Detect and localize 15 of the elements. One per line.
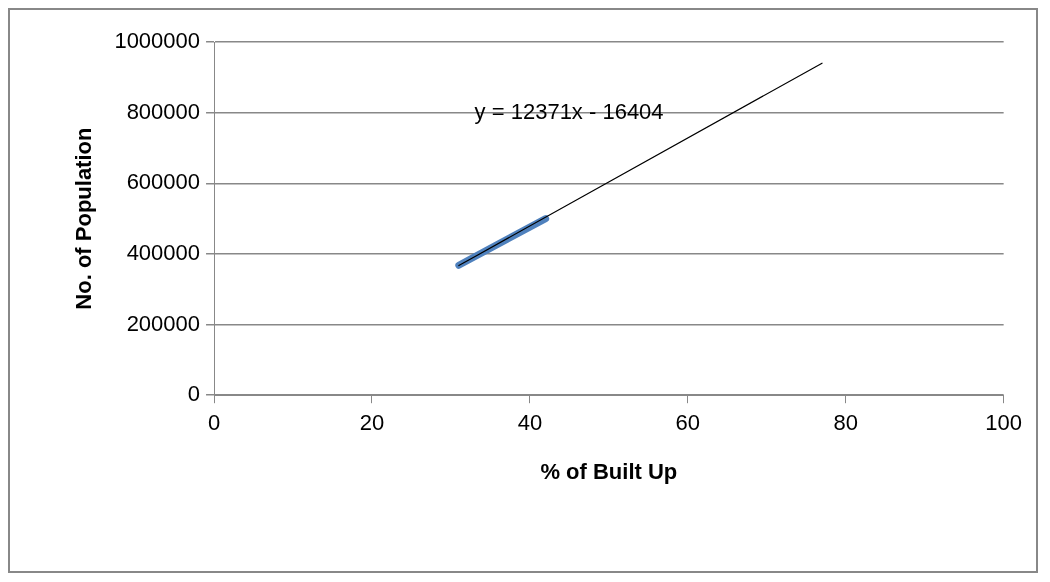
x-tick-label: 0 <box>207 410 221 436</box>
y-tick-label: 800000 <box>126 98 201 124</box>
y-tick-label: 0 <box>187 381 201 407</box>
annotation: y = 12371x - 16404 <box>474 98 664 124</box>
y-tick-label: 400000 <box>126 239 201 265</box>
y-tick-label: 1000000 <box>114 28 201 54</box>
x-tick-label: 80 <box>833 410 858 436</box>
x-tick-label: 20 <box>359 410 385 436</box>
y-tick-label: 600000 <box>126 169 201 195</box>
x-tick-label: 40 <box>517 410 543 436</box>
y-axis-title: No. of Population <box>71 127 97 310</box>
y-tick-label: 200000 <box>126 310 201 336</box>
x-tick-label: 100 <box>985 410 1023 436</box>
x-axis-title: % of Built Up <box>540 458 678 484</box>
x-tick-label: 60 <box>675 410 701 436</box>
